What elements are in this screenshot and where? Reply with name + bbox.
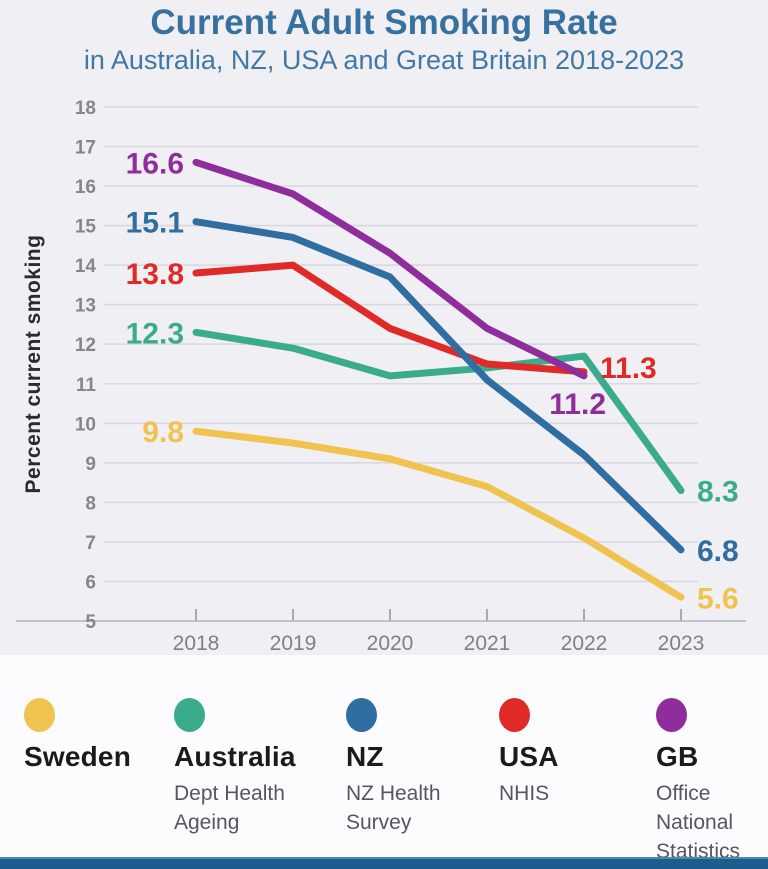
y-axis-tick-label: 16 — [75, 177, 96, 198]
value-label-end-usa: 11.3 — [600, 352, 657, 385]
legend-label-usa: USA — [499, 741, 559, 772]
y-axis-tick-label: 18 — [75, 98, 96, 119]
y-axis-tick-label: 7 — [85, 533, 96, 554]
legend-source-line: NHIS — [499, 782, 550, 805]
value-label-end-sweden: 5.6 — [697, 582, 739, 615]
legend-label-sweden: Sweden — [24, 741, 132, 772]
x-axis-tick-label: 2020 — [367, 632, 414, 655]
legend-dot-sweden — [24, 698, 55, 732]
x-axis-tick-label: 2021 — [464, 632, 511, 655]
legend-label-australia: Australia — [174, 741, 296, 772]
x-axis-tick-label: 2022 — [561, 632, 608, 655]
value-label-start-usa: 13.8 — [126, 258, 184, 291]
value-label-start-australia: 12.3 — [126, 317, 184, 350]
legend-source-line: NZ Health — [346, 782, 441, 805]
chart-subtitle: in Australia, NZ, USA and Great Britain … — [83, 45, 685, 75]
legend-source-line: Dept Health — [174, 782, 285, 805]
bottom-accent-bar — [0, 857, 768, 869]
legend-source-nz: NZ Health Survey — [346, 779, 441, 837]
legend-source-line: Survey — [346, 811, 412, 834]
legend-source-line: Office — [656, 782, 711, 805]
legend-source-australia: Dept Health Ageing — [174, 779, 296, 837]
legend-dot-usa — [499, 698, 530, 732]
y-axis-tick-label: 10 — [75, 414, 96, 435]
legend-label-nz: NZ — [346, 741, 384, 772]
value-label-start-nz: 15.1 — [126, 207, 184, 240]
value-label-end-nz: 6.8 — [697, 535, 739, 568]
value-label-end-australia: 8.3 — [697, 476, 739, 509]
legend-item-nz: NZ NZ Health Survey — [346, 698, 441, 837]
legend-source-line: National — [656, 811, 734, 834]
x-axis-tick-label: 2018 — [173, 632, 220, 655]
x-axis-tick-label: 2019 — [270, 632, 317, 655]
y-axis-tick-label: 14 — [75, 256, 97, 277]
y-axis-tick-label: 11 — [76, 375, 97, 396]
legend-source-gb: Office National Statistics — [656, 779, 740, 866]
y-axis-tick-label: 12 — [75, 335, 96, 356]
y-axis-tick-label: 13 — [75, 296, 96, 317]
value-label-start-sweden: 9.8 — [142, 416, 184, 449]
series-line-sweden — [192, 427, 685, 601]
y-axis-tick-label: 8 — [85, 493, 96, 514]
value-label-end-gb: 11.2 — [549, 388, 606, 421]
legend-label-gb: GB — [656, 741, 699, 772]
y-axis-title: Percent current smoking — [22, 235, 45, 494]
legend-source-line: Ageing — [174, 811, 240, 834]
y-axis-tick-label: 5 — [85, 612, 96, 633]
legend-source-usa: NHIS — [499, 779, 559, 808]
legend-item-sweden: Sweden — [24, 698, 131, 773]
smoking-rate-line-chart: 5 6 7 8 9 10 11 12 13 14 15 16 17 18 2018 2019 2020 2021 2… — [16, 98, 746, 655]
y-axis-tick-label: 6 — [85, 572, 96, 593]
value-label-start-gb: 16.6 — [126, 147, 184, 180]
y-axis-tick-label: 9 — [85, 454, 96, 475]
legend-item-gb: GB Office National Statistics — [656, 698, 740, 866]
x-axis-tick-label: 2023 — [658, 632, 705, 655]
series-line-usa — [192, 261, 588, 376]
legend-item-australia: Australia Dept Health Ageing — [174, 698, 296, 837]
series-line-nz — [192, 218, 685, 554]
legend-dot-gb — [656, 698, 687, 732]
chart-section: Current Adult Smoking Rate in Australia,… — [0, 0, 768, 655]
y-axis-tick-label: 15 — [75, 217, 97, 238]
chart-title: Current Adult Smoking Rate — [150, 3, 618, 42]
legend-dot-australia — [174, 698, 205, 732]
series-line-gb — [192, 158, 588, 380]
y-axis-tick-label: 17 — [75, 138, 96, 159]
chart-legend: Sweden Australia Dept Health Ageing NZ NZ Hea… — [0, 655, 768, 863]
legend-item-usa: USA NHIS — [499, 698, 559, 808]
legend-dot-nz — [346, 698, 377, 732]
series-line-australia — [192, 328, 685, 495]
